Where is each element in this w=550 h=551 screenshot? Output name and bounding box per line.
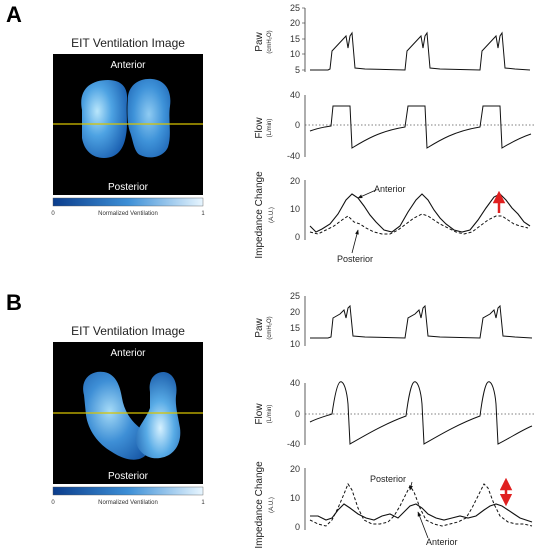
impedance-label: Impedance Change: [254, 171, 265, 259]
flow-unit: (L/min): [267, 405, 273, 424]
anterior-waveform: [309, 193, 531, 233]
eit-image: EIT Ventilation Image Anterior Posterior…: [51, 36, 205, 217]
impedance-trace: Impedance Change (A.U.) 20 10 0 Anterior…: [254, 171, 531, 264]
posterior-label: Posterior: [108, 471, 149, 482]
tick-label: 15: [290, 34, 300, 44]
lung-left: [83, 371, 150, 460]
lung-left: [81, 80, 128, 158]
tick-label: 0: [295, 522, 300, 532]
flow-waveform: [309, 105, 532, 149]
panel-a: A EIT Ventilation Image Anterior Posteri…: [6, 2, 535, 264]
impedance-label: Impedance Change: [254, 461, 265, 549]
anterior-pointer: [417, 511, 429, 539]
colorbar-label: Normalized Ventilation: [98, 211, 158, 217]
tick-label: 0: [295, 120, 300, 130]
paw-trace: Paw (cmH₂O) 25 20 15 10: [254, 291, 533, 349]
paw-label: Paw: [254, 31, 265, 51]
tick-label: 20: [290, 18, 300, 28]
paw-ticks: [302, 7, 305, 71]
tick-label: 10: [290, 49, 300, 59]
paw-waveform: [310, 31, 531, 71]
tick-label: 25: [290, 3, 300, 13]
anterior-annotation: Anterior: [426, 537, 458, 547]
flow-waveform: [309, 381, 533, 445]
flow-label: Flow: [254, 117, 265, 139]
paw-unit: (cmH₂O): [267, 30, 273, 53]
paw-waveform: [310, 304, 533, 339]
colorbar-min: 0: [51, 500, 55, 506]
panel-b: B EIT Ventilation Image Anterior Posteri…: [6, 290, 535, 549]
paw-label: Paw: [254, 317, 265, 337]
flow-label: Flow: [254, 403, 265, 425]
tick-label: 20: [290, 464, 300, 474]
colorbar: [52, 486, 204, 496]
posterior-waveform: [309, 213, 529, 235]
tick-label: 20: [290, 307, 300, 317]
posterior-waveform: [309, 482, 533, 527]
colorbar-label: Normalized Ventilation: [98, 500, 158, 506]
posterior-pointer: [409, 481, 413, 491]
lung-right: [135, 372, 181, 459]
flow-trace: Flow (L/min) 40 0 -40: [254, 378, 535, 449]
tick-label: 10: [290, 339, 300, 349]
tick-label: 15: [290, 323, 300, 333]
flow-trace: Flow (L/min) 40 0 -40: [254, 90, 535, 161]
tick-label: 10: [290, 204, 300, 214]
tick-label: -40: [287, 439, 300, 449]
colorbar: [52, 197, 204, 207]
anterior-annotation: Anterior: [374, 184, 406, 194]
eit-title: EIT Ventilation Image: [71, 324, 185, 338]
paw-trace: Paw (cmH₂O) 25 20 15 10 5: [254, 3, 531, 75]
tick-label: 25: [290, 291, 300, 301]
posterior-annotation: Posterior: [337, 254, 373, 264]
panel-letter: A: [6, 2, 22, 27]
impedance-trace: Impedance Change (A.U.) 20 10 0 Posterio…: [254, 461, 533, 549]
impedance-unit: (A.U.): [269, 497, 275, 513]
anterior-pointer: [357, 189, 377, 199]
tick-label: 0: [295, 409, 300, 419]
tick-label: 0: [295, 232, 300, 242]
posterior-label: Posterior: [108, 182, 149, 193]
eit-image: EIT Ventilation Image Anterior Posterior…: [51, 324, 205, 506]
colorbar-max: 1: [201, 211, 205, 217]
tick-label: -40: [287, 151, 300, 161]
posterior-pointer: [351, 229, 359, 254]
lung-right: [127, 78, 171, 158]
paw-unit: (cmH₂O): [267, 316, 273, 339]
posterior-annotation: Posterior: [370, 474, 406, 484]
tick-label: 5: [295, 65, 300, 75]
impedance-unit: (A.U.): [269, 207, 275, 223]
tick-label: 20: [290, 176, 300, 186]
colorbar-max: 1: [201, 500, 205, 506]
eit-title: EIT Ventilation Image: [71, 36, 185, 50]
paw-tick-labels: 25 20 15 10 5: [290, 3, 300, 75]
tick-label: 40: [290, 378, 300, 388]
anterior-label: Anterior: [110, 348, 146, 359]
flow-unit: (L/min): [267, 119, 273, 138]
tick-label: 40: [290, 90, 300, 100]
anterior-label: Anterior: [110, 60, 146, 71]
tick-label: 10: [290, 493, 300, 503]
colorbar-min: 0: [51, 211, 55, 217]
panel-letter: B: [6, 290, 22, 315]
